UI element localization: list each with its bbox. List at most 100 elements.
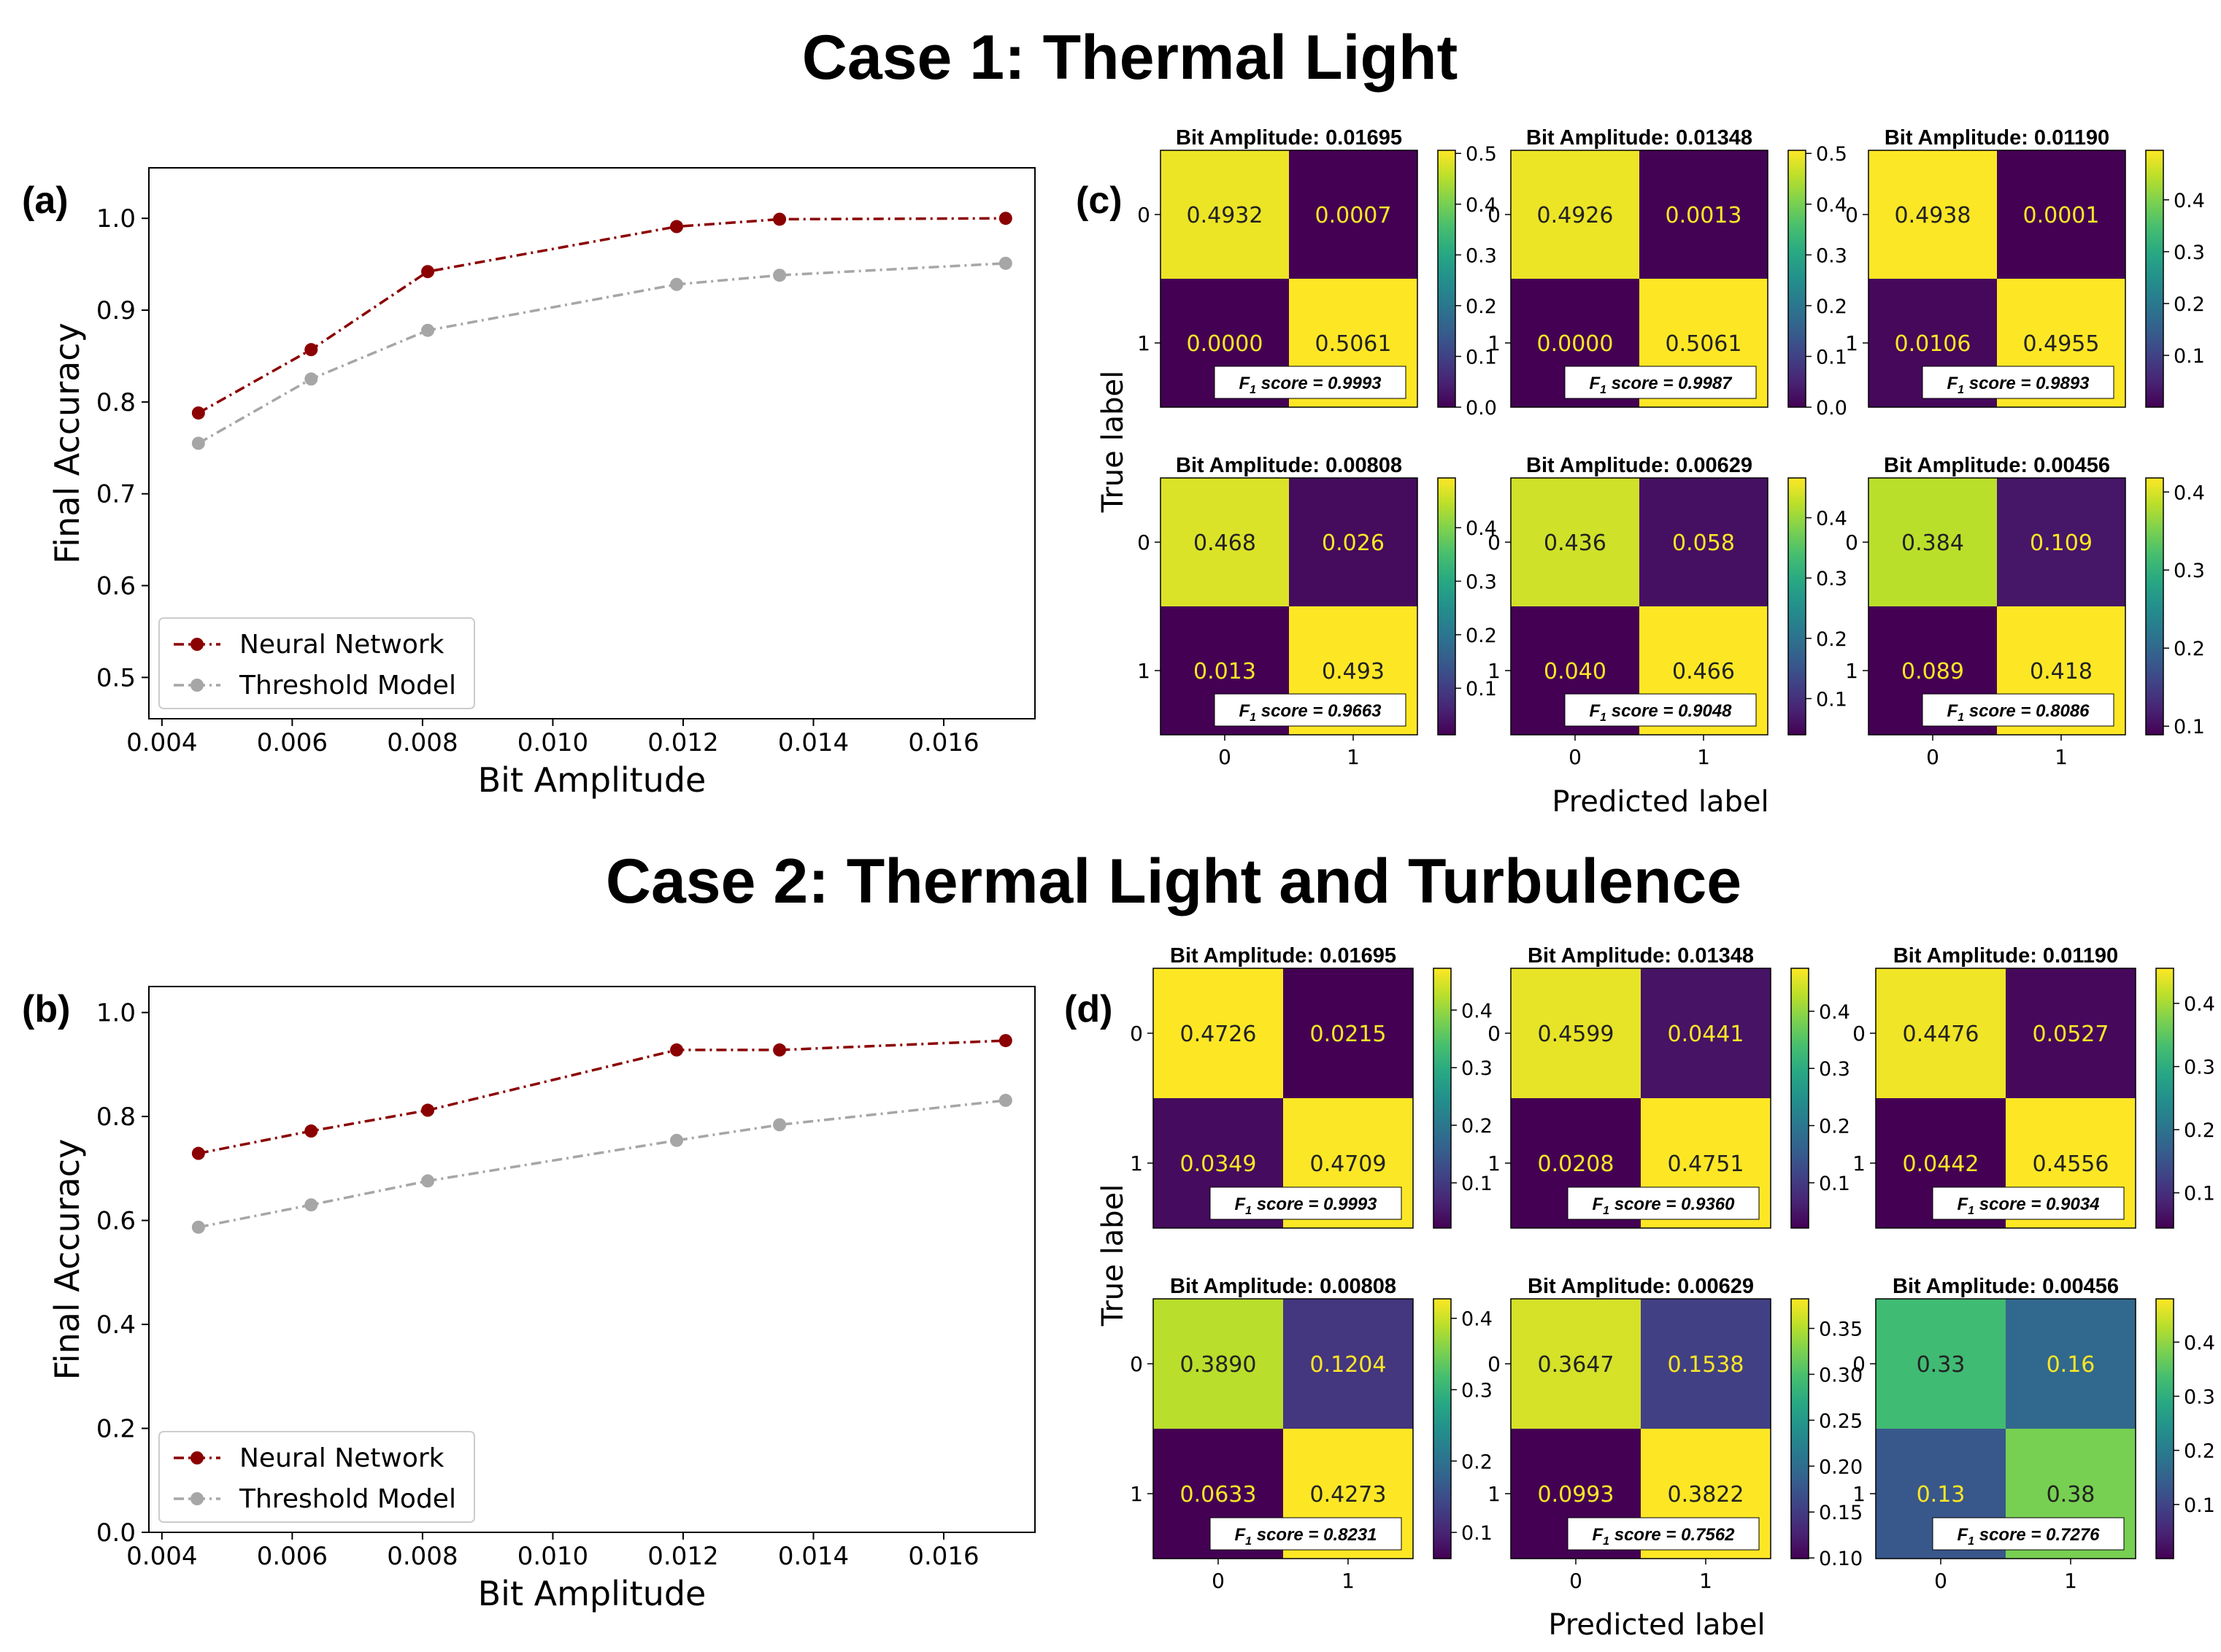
b-series-1-point — [304, 1198, 318, 1212]
d-colorbar-tick-label: 0.10 — [1819, 1548, 1863, 1570]
c-f1-box — [1214, 366, 1406, 399]
d-matrix-4: Bit Amplitude: 0.00629 0.3647 0.1538 0.0993… — [1487, 1275, 1863, 1593]
a-series-1-point — [998, 256, 1012, 270]
c-colorbar-tick-label: 0.1 — [1466, 346, 1497, 368]
c-matrix-cell-value: 0.4926 — [1537, 203, 1614, 228]
c-colorbar-tick-label: 0.2 — [2174, 638, 2205, 660]
d-matrix-title: Bit Amplitude: 0.00456 — [1893, 1275, 2119, 1298]
d-matrix-cell — [1876, 1299, 2006, 1429]
d-matrix-ytick-label: 1 — [1130, 1482, 1143, 1506]
b-series-0-point — [421, 1103, 435, 1117]
c-matrix-cell-value: 0.0013 — [1666, 203, 1742, 228]
b-ylabel: Final Accuracy — [47, 1139, 87, 1381]
c-matrix-2: Bit Amplitude: 0.01190 0.4938 0.0001 0.0106… — [1845, 126, 2205, 408]
b-ytick-label: 0.0 — [96, 1518, 136, 1548]
d-matrix-cell-value: 0.16 — [2047, 1352, 2095, 1378]
b-xtick-label: 0.012 — [647, 1542, 718, 1571]
d-matrix-ytick-label: 0 — [1130, 1022, 1143, 1046]
c-colorbar-tick-label: 0.4 — [2174, 190, 2205, 212]
a-series-1-point — [773, 269, 787, 282]
d-colorbar-tick-label: 0.4 — [1461, 1308, 1493, 1331]
c-matrix-frame — [1160, 477, 1418, 736]
panel-label-d: (d) — [1064, 988, 1112, 1030]
c-colorbar-tick-label: 0.1 — [2174, 716, 2205, 738]
a-legend-label-0: Neural Network — [239, 630, 444, 660]
b-legend-marker-1 — [190, 1492, 204, 1505]
c-matrix-cell — [1639, 478, 1768, 606]
d-colorbar-tick-label: 0.15 — [1819, 1502, 1863, 1524]
d-matrix-cell-value: 0.4709 — [1310, 1151, 1387, 1177]
d-colorbar — [1790, 1298, 1809, 1559]
b-xtick-label: 0.010 — [517, 1542, 588, 1571]
c-f1-box — [1922, 366, 2114, 399]
c-colorbar-tick-label: 0.4 — [1466, 517, 1497, 540]
b-xtick-label: 0.008 — [387, 1542, 458, 1571]
d-matrix-cell-value: 0.13 — [1917, 1482, 1966, 1508]
c-matrix-cell — [1511, 150, 1639, 279]
c-f1-box — [1214, 693, 1406, 727]
a-series-0-point — [670, 220, 684, 233]
b-series-0-point — [670, 1043, 684, 1057]
c-colorbar-tick-label: 0.1 — [1816, 688, 1847, 711]
c-matrix-cell — [1639, 150, 1768, 279]
c-matrix-ytick-label: 1 — [1137, 659, 1150, 683]
c-f1-score-text: F1 score = 0.8086 — [1947, 701, 2090, 724]
c-colorbar-tick-label: 0.3 — [2174, 560, 2205, 582]
d-matrix-ytick-label: 1 — [1130, 1151, 1143, 1176]
a-ylabel: Final Accuracy — [47, 323, 87, 564]
c-colorbar-tick-label: 0.5 — [1816, 143, 1847, 166]
d-matrix-title: Bit Amplitude: 0.01348 — [1528, 944, 1754, 968]
c-colorbar-tick-label: 0.1 — [1816, 346, 1847, 368]
d-matrix-ytick-label: 1 — [1852, 1482, 1866, 1506]
b-xtick-label: 0.014 — [778, 1542, 849, 1571]
a-ytick-label: 0.7 — [96, 480, 136, 509]
d-colorbar-tick-label: 0.3 — [1819, 1058, 1850, 1081]
b-xlabel: Bit Amplitude — [478, 1574, 707, 1613]
d-matrix-xtick-label: 0 — [1212, 1569, 1225, 1593]
c-f1-score-text: F1 score = 0.9893 — [1947, 374, 2090, 396]
b-series-line-0 — [198, 1039, 1006, 1155]
d-f1-box — [1209, 1517, 1402, 1551]
b-series-1-point — [421, 1174, 435, 1188]
b-series-0-point — [998, 1034, 1012, 1048]
d-colorbar-tick-label: 0.4 — [2184, 993, 2215, 1016]
c-colorbar — [1437, 150, 1456, 408]
d-f1-box — [1209, 1186, 1402, 1220]
d-matrix-cell — [1153, 968, 1283, 1098]
d-matrix-cell-value: 0.4273 — [1310, 1482, 1387, 1508]
d-matrix-cell-value: 0.1538 — [1668, 1352, 1744, 1378]
d-colorbar-tick-label: 0.2 — [2184, 1440, 2215, 1463]
d-matrix-ytick-label: 0 — [1852, 1352, 1866, 1376]
line-chart-b: 0.004 0.006 0.008 0.010 0.012 0.014 0.016 0.0 0.… — [47, 986, 1036, 1613]
confusion-matrices-d: Bit Amplitude: 0.01695 0.4726 0.0215 0.0349… — [1096, 944, 2215, 1642]
d-matrix-cell — [1641, 1299, 1771, 1429]
c-matrix-cell-value: 0.013 — [1193, 659, 1256, 684]
d-matrix-5: Bit Amplitude: 0.00456 0.33 0.16 0.13 0.38 0 1… — [1852, 1275, 2215, 1593]
a-series-1-point — [304, 372, 318, 386]
b-xtick-label: 0.006 — [257, 1542, 328, 1571]
c-matrix-xtick-label: 1 — [1697, 745, 1710, 769]
d-colorbar-tick-label: 0.2 — [1819, 1116, 1850, 1138]
d-matrix-ytick-label: 0 — [1487, 1022, 1501, 1046]
d-matrix-cell-value: 0.4751 — [1668, 1151, 1744, 1177]
c-matrix-cell — [1868, 150, 1997, 279]
a-legend-label-1: Threshold Model — [239, 671, 456, 700]
b-legend-label-0: Neural Network — [239, 1443, 444, 1473]
d-matrix-cell-value: 0.3822 — [1668, 1482, 1744, 1508]
c-colorbar-tick-label: 0.2 — [1466, 625, 1497, 647]
c-matrix-ytick-label: 0 — [1137, 530, 1150, 555]
d-f1-score-text: F1 score = 0.7276 — [1957, 1525, 2100, 1548]
panel-label-a: (a) — [22, 180, 69, 222]
c-xlabel: Predicted label — [1552, 785, 1768, 819]
d-matrix-cell-value: 0.0441 — [1668, 1022, 1744, 1047]
d-f1-score-text: F1 score = 0.9034 — [1957, 1194, 2099, 1217]
b-ytick-label: 0.8 — [96, 1103, 136, 1132]
c-matrix-ytick-label: 0 — [1845, 203, 1858, 227]
d-colorbar — [2155, 1298, 2174, 1559]
c-matrix-cell-value: 0.109 — [2030, 530, 2093, 556]
c-matrix-title: Bit Amplitude: 0.01695 — [1176, 126, 1402, 150]
b-xtick-label: 0.004 — [126, 1542, 197, 1571]
d-matrix-cell — [1283, 968, 1413, 1098]
a-ytick-label: 0.6 — [96, 572, 136, 601]
